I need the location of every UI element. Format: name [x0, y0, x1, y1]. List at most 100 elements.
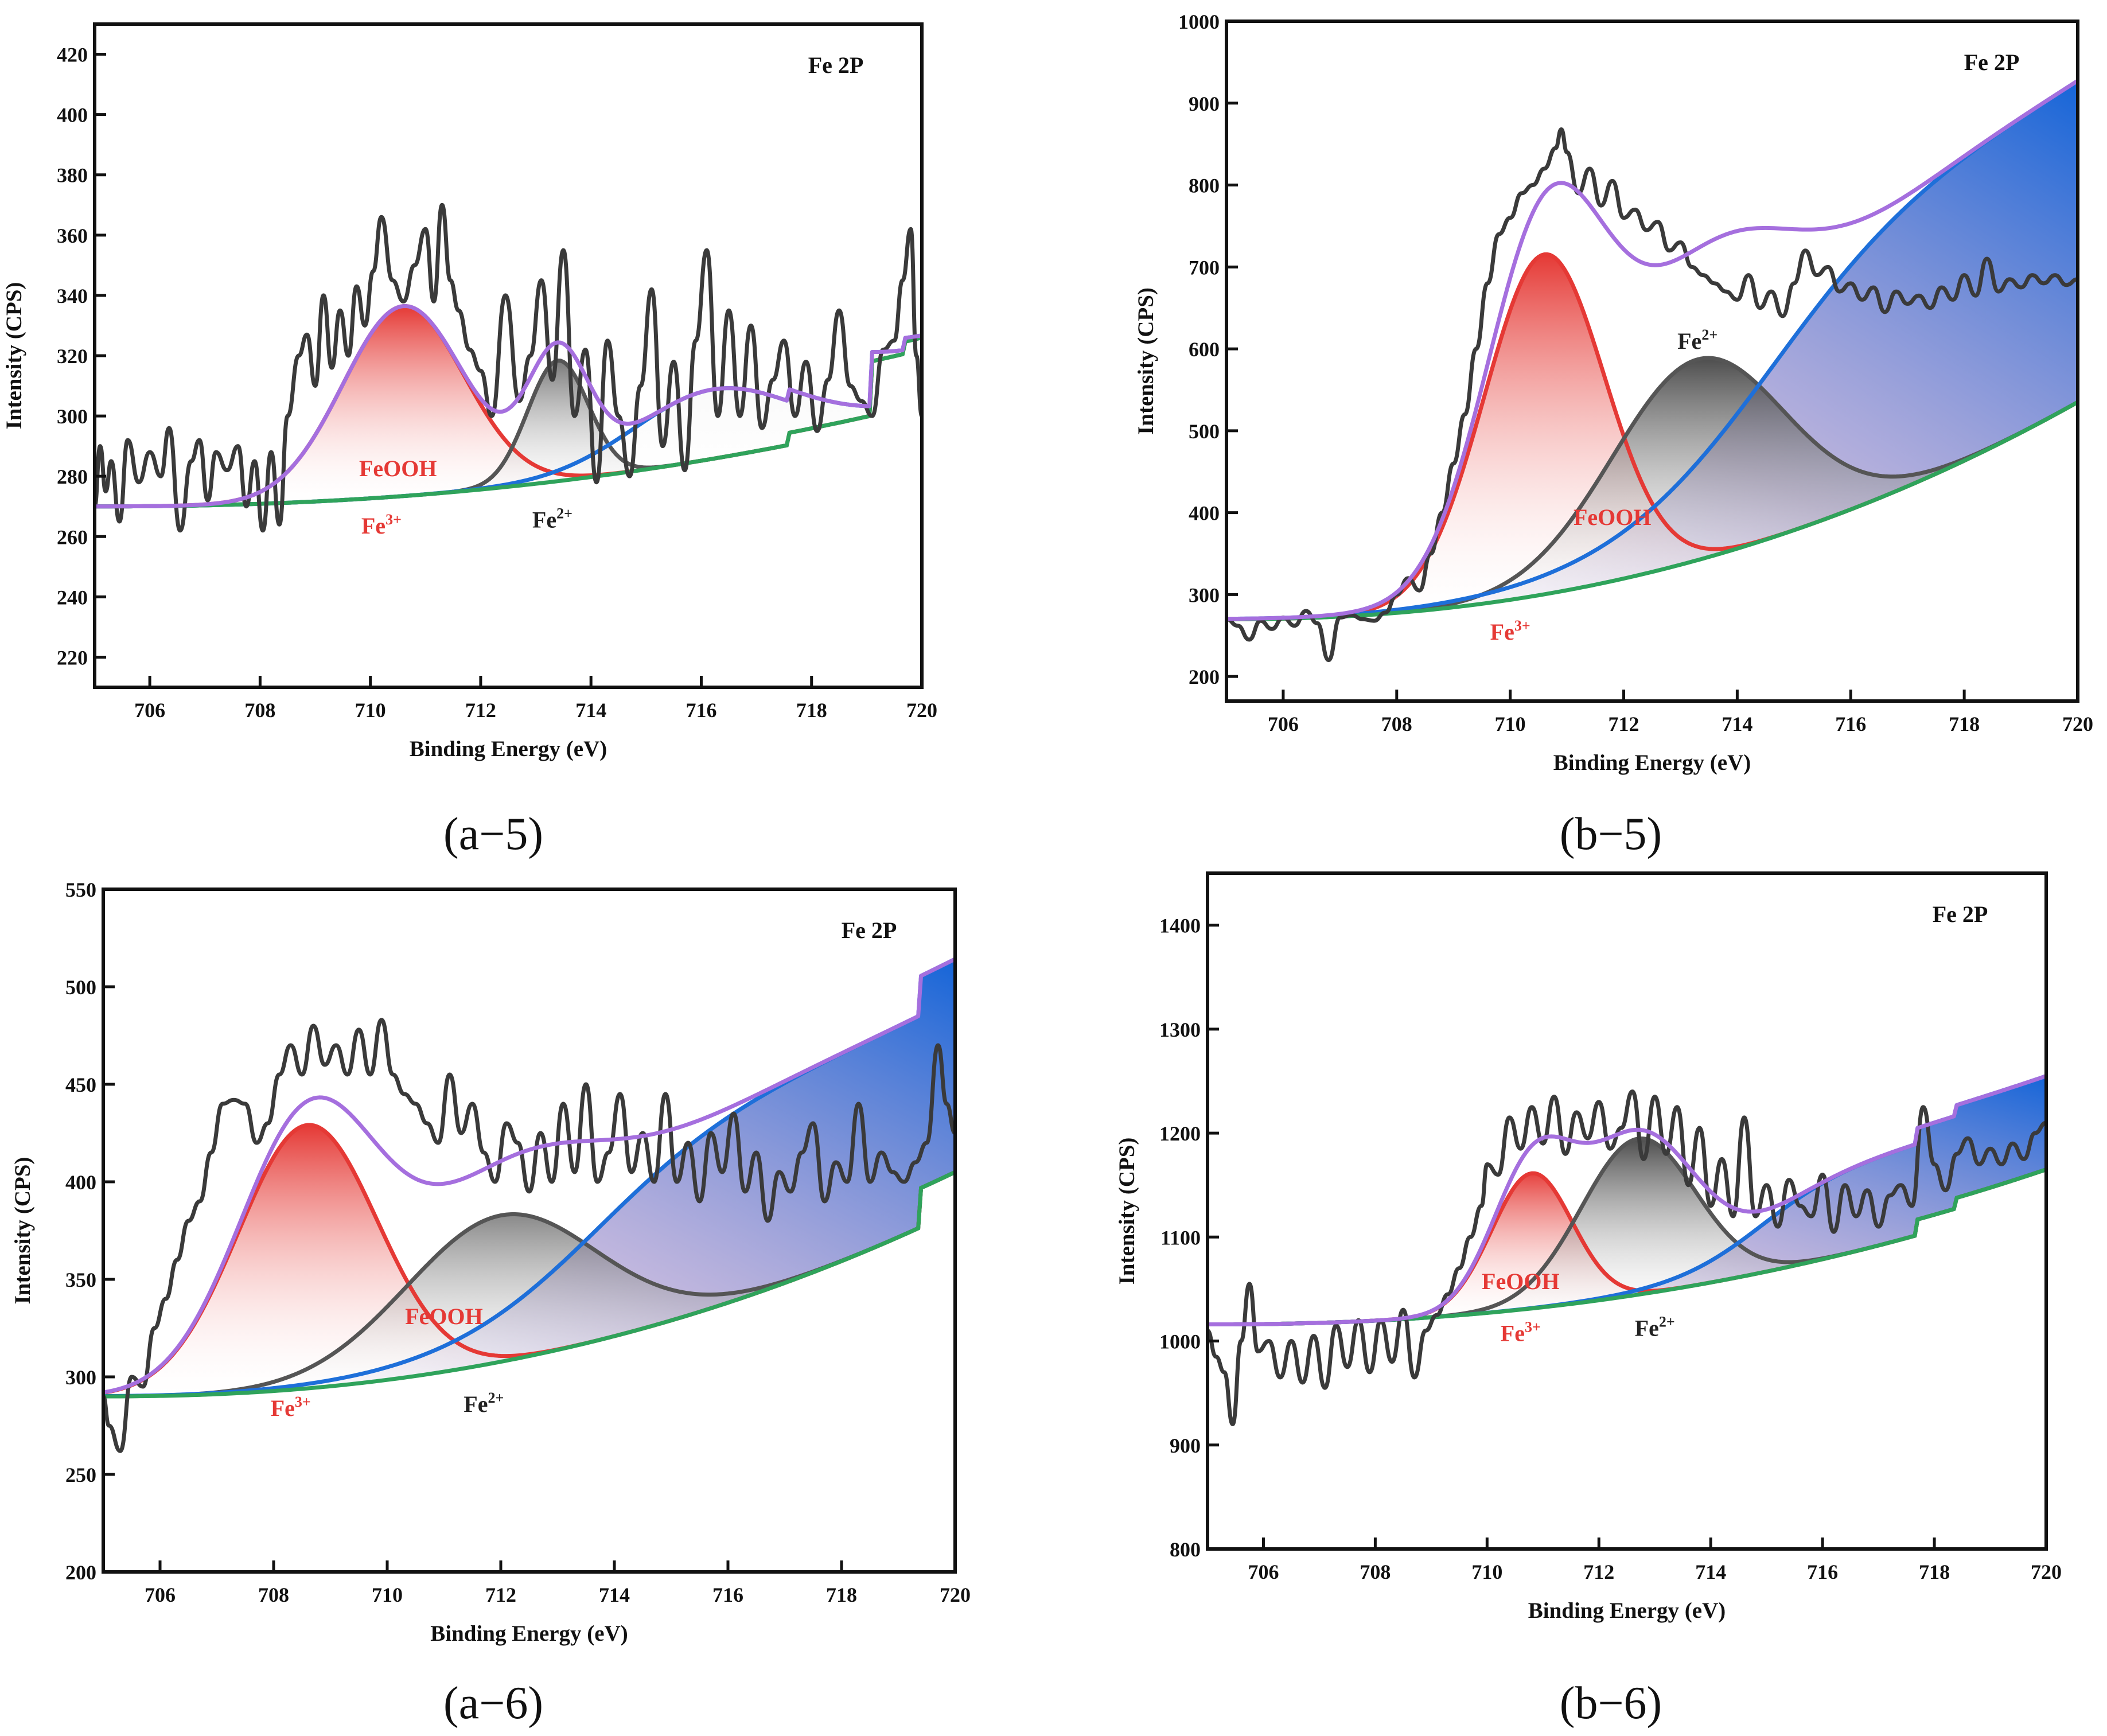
y-tick-label: 400 — [1189, 502, 1220, 525]
y-tick-label: 400 — [57, 104, 88, 127]
x-tick-label: 720 — [940, 1583, 971, 1606]
y-tick-label: 350 — [65, 1268, 96, 1291]
peak-label: FeOOH — [1574, 504, 1652, 530]
y-tick-label: 320 — [57, 345, 88, 368]
panel-caption: (a−6) — [443, 1678, 543, 1729]
y-tick-label: 220 — [57, 646, 88, 669]
y-tick-label: 1100 — [1160, 1226, 1201, 1249]
y-tick-label: 500 — [1189, 420, 1220, 443]
chart-panel-a6: 706 708 710 712 714 716 718 720 200 250 300 350 400 4… — [10, 878, 971, 1729]
x-tick-label: 708 — [1381, 713, 1412, 735]
peak-label: FeOOH — [359, 456, 437, 481]
x-tick-label: 718 — [1919, 1560, 1950, 1583]
x-tick-label: 718 — [796, 699, 827, 722]
x-tick-label: 708 — [258, 1583, 289, 1606]
x-tick-label: 706 — [134, 699, 165, 722]
y-tick-label: 200 — [65, 1561, 96, 1584]
x-tick-label: 712 — [1583, 1560, 1614, 1583]
component-fill-blue — [103, 959, 955, 1396]
component-fill-gray — [1208, 1138, 2046, 1325]
x-tick-label: 706 — [1268, 713, 1299, 735]
y-tick-label: 450 — [65, 1073, 96, 1096]
y-tick-label: 900 — [1189, 92, 1220, 115]
component-fill-blue — [1208, 1076, 2046, 1325]
panel-title: Fe 2P — [808, 52, 864, 78]
peak-label: Fe2+ — [1677, 326, 1717, 354]
x-tick-label: 718 — [1949, 713, 1980, 735]
y-tick-label: 800 — [1170, 1538, 1201, 1561]
panel-title: Fe 2P — [1933, 901, 1988, 927]
panel-caption: (b−6) — [1560, 1678, 1662, 1729]
y-axis-title: Intensity (CPS) — [1134, 287, 1158, 435]
y-tick-label: 280 — [57, 465, 88, 488]
y-tick-label: 700 — [1189, 256, 1220, 279]
raw-data-line — [1208, 1089, 2046, 1427]
y-tick-label: 240 — [57, 586, 88, 609]
raw-data-line — [95, 203, 922, 533]
y-axis-title: Intensity (CPS) — [1115, 1138, 1139, 1285]
x-tick-label: 714 — [575, 699, 606, 722]
x-tick-label: 714 — [1695, 1560, 1726, 1583]
component-fill-white — [95, 335, 922, 507]
peak-label: Fe2+ — [532, 505, 572, 533]
background-line — [95, 336, 922, 509]
peak-label: Fe2+ — [464, 1389, 504, 1417]
x-tick-label: 720 — [2031, 1560, 2062, 1583]
y-tick-label: 360 — [57, 224, 88, 247]
y-tick-label: 300 — [1189, 583, 1220, 606]
component-fill-gray — [103, 1171, 955, 1396]
chart-panel-b5: 706 708 710 712 714 716 718 720 200 300 400 500 600 7… — [1134, 10, 2093, 859]
plot-frame — [102, 888, 957, 1574]
y-axis-title: Intensity (CPS) — [2, 282, 26, 430]
peak-label: FeOOH — [1482, 1268, 1560, 1294]
y-tick-label: 900 — [1170, 1434, 1201, 1457]
y-tick-label: 200 — [1189, 665, 1220, 688]
component-fill-gray — [1226, 357, 2078, 620]
y-tick-label: 1400 — [1159, 914, 1201, 937]
y-tick-label: 250 — [65, 1463, 96, 1486]
x-tick-label: 716 — [1807, 1560, 1838, 1583]
x-tick-label: 720 — [906, 699, 937, 722]
x-tick-label: 708 — [1360, 1560, 1391, 1583]
peak-label: Fe3+ — [271, 1394, 311, 1421]
component-fill-red — [103, 1124, 955, 1396]
plot-area — [1208, 1074, 2046, 1427]
x-tick-label: 708 — [244, 699, 275, 722]
x-tick-label: 712 — [485, 1583, 516, 1606]
y-tick-label: 260 — [57, 526, 88, 548]
envelope-line — [1226, 79, 2078, 621]
x-tick-label: 714 — [1722, 713, 1752, 735]
x-tick-label: 710 — [372, 1583, 403, 1606]
background-line — [103, 1170, 955, 1399]
x-axis-title: Binding Energy (eV) — [1528, 1598, 1726, 1623]
x-tick-label: 716 — [686, 699, 716, 722]
y-tick-label: 500 — [65, 976, 96, 999]
y-tick-label: 420 — [57, 44, 88, 67]
raw-data-line — [103, 1018, 955, 1453]
x-tick-label: 706 — [145, 1583, 176, 1606]
x-axis-title: Binding Energy (eV) — [1553, 750, 1751, 775]
plot-frame — [93, 22, 924, 689]
y-axis-title: Intensity (CPS) — [10, 1157, 35, 1305]
envelope-line — [103, 957, 955, 1395]
background-line — [1226, 400, 2078, 621]
plot-frame — [1206, 871, 2048, 1551]
peak-label: Fe3+ — [1490, 617, 1530, 645]
chart-panel-a5: 706 708 710 712 714 716 718 720 220 240 260 280 300 3… — [2, 22, 937, 859]
y-tick-label: 400 — [65, 1171, 96, 1194]
x-tick-label: 706 — [1248, 1560, 1279, 1583]
panel-title: Fe 2P — [842, 917, 897, 943]
y-tick-label: 600 — [1189, 338, 1220, 361]
peak-label: Fe3+ — [1501, 1319, 1541, 1346]
y-tick-label: 300 — [65, 1366, 96, 1389]
y-tick-label: 1000 — [1159, 1330, 1201, 1353]
x-axis-title: Binding Energy (eV) — [410, 737, 607, 761]
y-tick-label: 800 — [1189, 174, 1220, 197]
plot-area — [95, 203, 922, 533]
envelope-line — [1208, 1074, 2046, 1327]
panel-caption: (a−5) — [443, 809, 543, 859]
x-tick-label: 710 — [1471, 1560, 1502, 1583]
plot-area — [1226, 79, 2078, 663]
y-tick-label: 380 — [57, 164, 88, 187]
